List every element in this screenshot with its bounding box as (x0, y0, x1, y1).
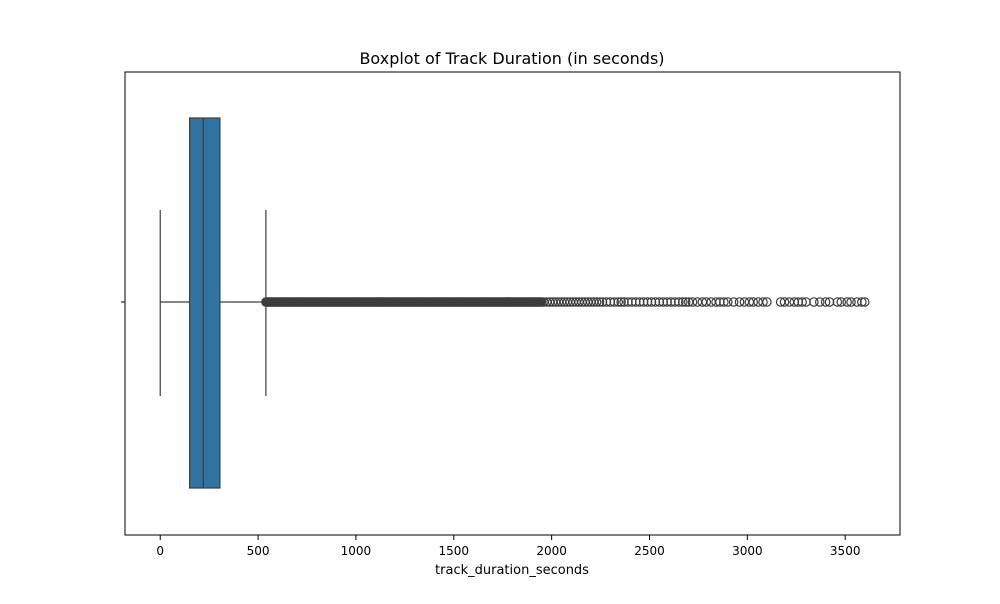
outlier-point (739, 297, 750, 307)
outlier-point (762, 297, 772, 307)
outlier-point (613, 297, 623, 307)
outlier-point (857, 297, 867, 307)
outlier-point (859, 297, 870, 307)
outlier-point (734, 297, 745, 307)
x-tick-label: 500 (247, 544, 270, 558)
outlier-point (779, 297, 790, 307)
outlier-point (820, 297, 831, 307)
outlier-point (753, 297, 763, 307)
x-tick-label: 1500 (439, 544, 470, 558)
outlier-point (719, 297, 729, 307)
outlier-point (832, 297, 843, 307)
x-axis: 0 500 1000 1500 2000 2500 3000 3500 (121, 71, 901, 558)
outlier-point (674, 297, 684, 307)
outlier-point (846, 297, 856, 307)
outlier-point (809, 297, 819, 307)
outlier-point (594, 297, 605, 307)
outlier-point (836, 297, 847, 307)
outlier-point (706, 297, 716, 307)
outlier-point (680, 297, 691, 307)
outlier-point (842, 297, 852, 307)
outlier-point (748, 297, 759, 307)
plot-frame (124, 71, 901, 536)
outlier-point (591, 297, 602, 307)
outlier-point (722, 297, 733, 307)
x-tick-label: 2500 (634, 544, 665, 558)
x-tick-label: 1000 (341, 544, 372, 558)
outlier-point (609, 297, 620, 307)
outlier-point (797, 297, 807, 307)
outlier-point (758, 297, 768, 307)
plot-area (159, 117, 870, 489)
x-axis-label: track_duration_seconds (435, 563, 589, 578)
iqr-box (188, 117, 221, 489)
outlier-point (728, 297, 739, 307)
outlier-point (784, 297, 795, 307)
x-tick-label: 3000 (732, 544, 763, 558)
outlier-point (701, 297, 712, 307)
outlier-point (687, 297, 698, 307)
outlier-point (852, 297, 862, 307)
x-tick-label: 2000 (536, 544, 567, 558)
outlier-point (616, 297, 626, 307)
x-tick-label: 3500 (830, 544, 861, 558)
chart-title: Boxplot of Track Duration (in seconds) (359, 49, 664, 68)
outlier-point (677, 297, 688, 307)
outlier-point (692, 297, 703, 307)
outlier-point (814, 297, 825, 307)
x-tick-label: 0 (156, 544, 164, 558)
